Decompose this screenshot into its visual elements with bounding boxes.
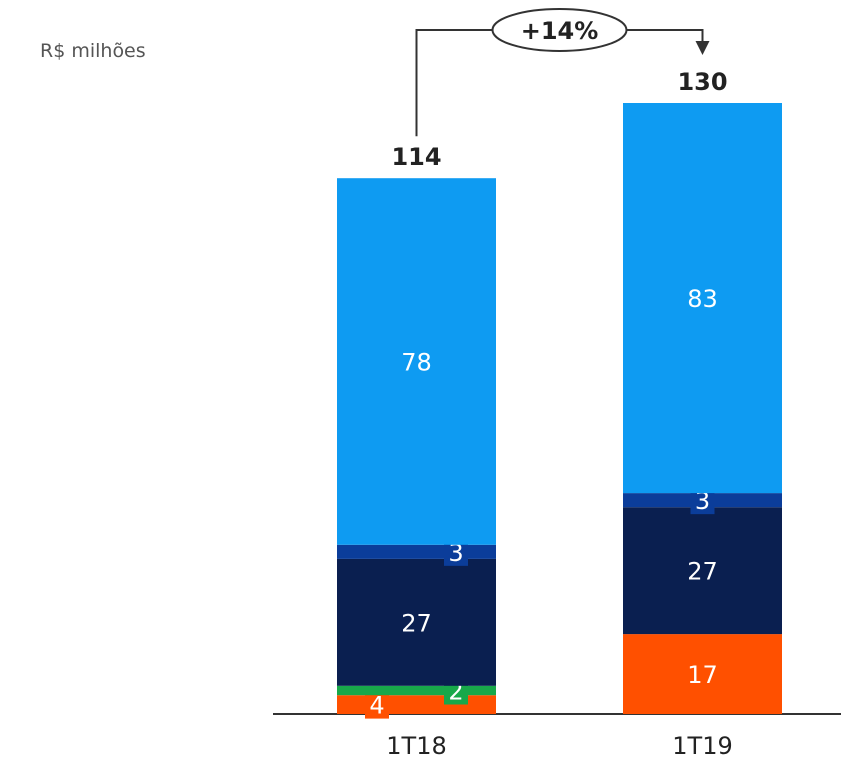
data-label: 4 <box>369 692 384 720</box>
bar-segment-1t18-3 <box>337 544 496 559</box>
unit-label: R$ milhões <box>40 40 146 62</box>
data-label: 78 <box>401 349 432 377</box>
data-label-box <box>365 690 389 719</box>
bar-segment-1t18-2 <box>337 558 496 686</box>
bar-segment-1t19-4 <box>623 103 782 494</box>
bar-segment-1t19-2 <box>623 507 782 635</box>
data-label: 27 <box>401 609 432 637</box>
data-label: 27 <box>687 558 718 586</box>
data-label: 3 <box>695 487 710 515</box>
bar-segment-1t18-0 <box>337 695 496 714</box>
bar-segment-1t18-1 <box>337 685 496 696</box>
bar-segment-1t19-0 <box>623 634 782 714</box>
total-label: 130 <box>677 68 727 96</box>
growth-arrowhead <box>695 41 710 55</box>
data-label: 3 <box>448 539 463 567</box>
growth-badge <box>491 8 628 52</box>
category-label: 1T19 <box>672 732 732 758</box>
total-label: 114 <box>391 143 441 171</box>
data-label: 17 <box>687 661 718 689</box>
growth-label: +14% <box>521 17 599 45</box>
data-label: 83 <box>687 285 718 313</box>
category-label: 1T18 <box>386 732 446 758</box>
bar-segment-1t18-4 <box>337 178 496 545</box>
